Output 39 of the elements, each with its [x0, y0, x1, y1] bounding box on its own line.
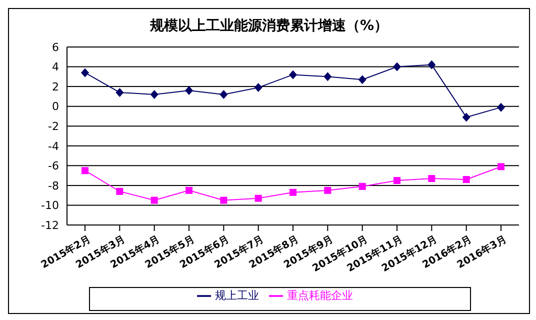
point	[324, 186, 332, 194]
point	[220, 196, 228, 204]
point	[220, 90, 228, 99]
point	[116, 88, 124, 97]
point	[394, 177, 400, 184]
y-tick-label: -4	[48, 140, 59, 153]
y-tick-label: -8	[48, 179, 59, 192]
point	[254, 194, 262, 202]
point	[358, 75, 366, 84]
y-tick-label: 0	[52, 100, 59, 114]
point	[254, 83, 262, 92]
legend-label: 重点耗能企业	[287, 289, 353, 302]
point	[358, 182, 366, 190]
point	[150, 90, 158, 99]
point	[185, 86, 193, 96]
point	[428, 175, 436, 182]
point	[462, 112, 470, 122]
y-tick-label: -2	[48, 120, 59, 134]
point	[82, 167, 88, 174]
chart-title: 规模以上工业能源消费累计增速（%）	[148, 17, 390, 36]
y-tick-label: -12	[41, 218, 59, 232]
point	[186, 186, 192, 194]
point	[498, 163, 504, 170]
y-tick-label: 4	[52, 60, 59, 74]
legend-label: 规上工业	[215, 289, 259, 302]
point	[116, 188, 124, 195]
point	[497, 102, 505, 112]
point	[150, 196, 158, 204]
point	[428, 60, 436, 70]
point	[289, 70, 297, 80]
point	[324, 72, 332, 82]
y-tick-label: -6	[48, 160, 59, 173]
point	[462, 176, 470, 184]
y-tick-label: 2	[52, 80, 59, 94]
point	[393, 62, 401, 72]
point	[81, 68, 89, 78]
point	[290, 188, 296, 196]
y-tick-label: 6	[52, 40, 59, 54]
y-tick-label: -10	[41, 199, 59, 212]
